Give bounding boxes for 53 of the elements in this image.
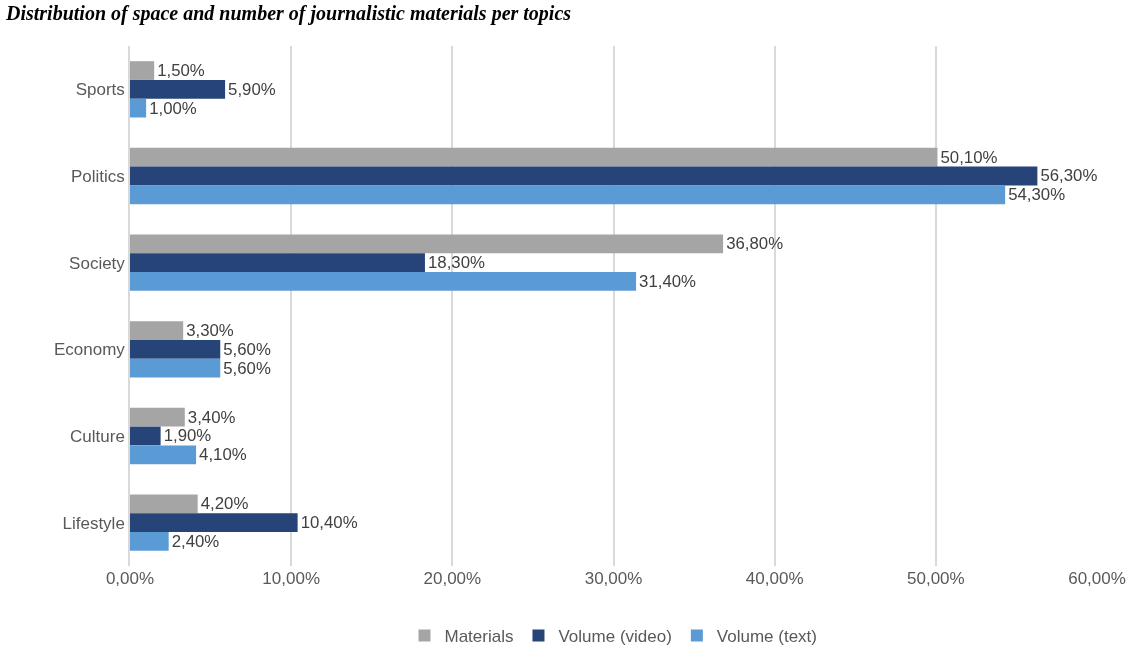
x-tick-label: 30,00% (584, 569, 643, 588)
y-tick-label: Politics (70, 166, 125, 186)
bar (130, 253, 425, 273)
x-tick-label: 0,00% (105, 569, 155, 588)
data-label: 1,00% (149, 98, 197, 118)
x-tick-label: 60,00% (1068, 569, 1126, 588)
bar (130, 339, 221, 359)
x-tick-label: 40,00% (745, 569, 804, 588)
data-label: 4,10% (199, 445, 247, 465)
y-tick-label: Culture (70, 426, 125, 446)
bar (130, 358, 221, 378)
bar (130, 272, 637, 291)
data-label: 31,40% (639, 271, 697, 291)
x-tick-label: 20,00% (423, 569, 482, 588)
bar (130, 426, 161, 446)
data-label: 3,40% (187, 407, 236, 427)
legend-label: Materials (444, 627, 514, 647)
bar (130, 79, 226, 99)
data-label: 36,80% (726, 234, 784, 254)
bar (130, 61, 155, 80)
bar (130, 513, 298, 533)
data-label: 4,20% (200, 494, 249, 514)
chart-title: Distribution of space and number of journalistic materials per topics (5, 1, 573, 26)
y-tick-label: Sports (75, 80, 125, 100)
data-label: 5,60% (223, 358, 271, 378)
bar (130, 147, 938, 167)
x-tick-label: 50,00% (906, 569, 965, 588)
data-label: 1,90% (163, 426, 212, 446)
data-label: 54,30% (1008, 185, 1066, 205)
data-label: 1,50% (157, 60, 205, 80)
data-label: 56,30% (1040, 166, 1098, 186)
legend-label: Volume (video) (558, 627, 672, 647)
bar (130, 321, 184, 340)
data-label: 5,60% (223, 339, 271, 359)
bar (130, 445, 197, 465)
bar (130, 234, 724, 254)
bar (130, 532, 169, 551)
y-tick-label: Society (69, 253, 126, 273)
y-tick-label: Lifestyle (62, 513, 125, 533)
bar (130, 166, 1038, 186)
y-tick-label: Economy (53, 340, 126, 360)
bar (130, 407, 185, 427)
data-label: 2,40% (171, 531, 220, 551)
legend-label: Volume (text) (716, 627, 818, 647)
data-label: 50,10% (940, 147, 998, 167)
bar (130, 494, 198, 514)
data-label: 18,30% (427, 253, 485, 273)
data-label: 5,90% (228, 79, 276, 99)
data-label: 10,40% (300, 513, 358, 533)
bar (130, 98, 147, 118)
data-label: 3,30% (186, 320, 234, 340)
x-tick-label: 10,00% (262, 569, 321, 588)
bar (130, 185, 1006, 205)
